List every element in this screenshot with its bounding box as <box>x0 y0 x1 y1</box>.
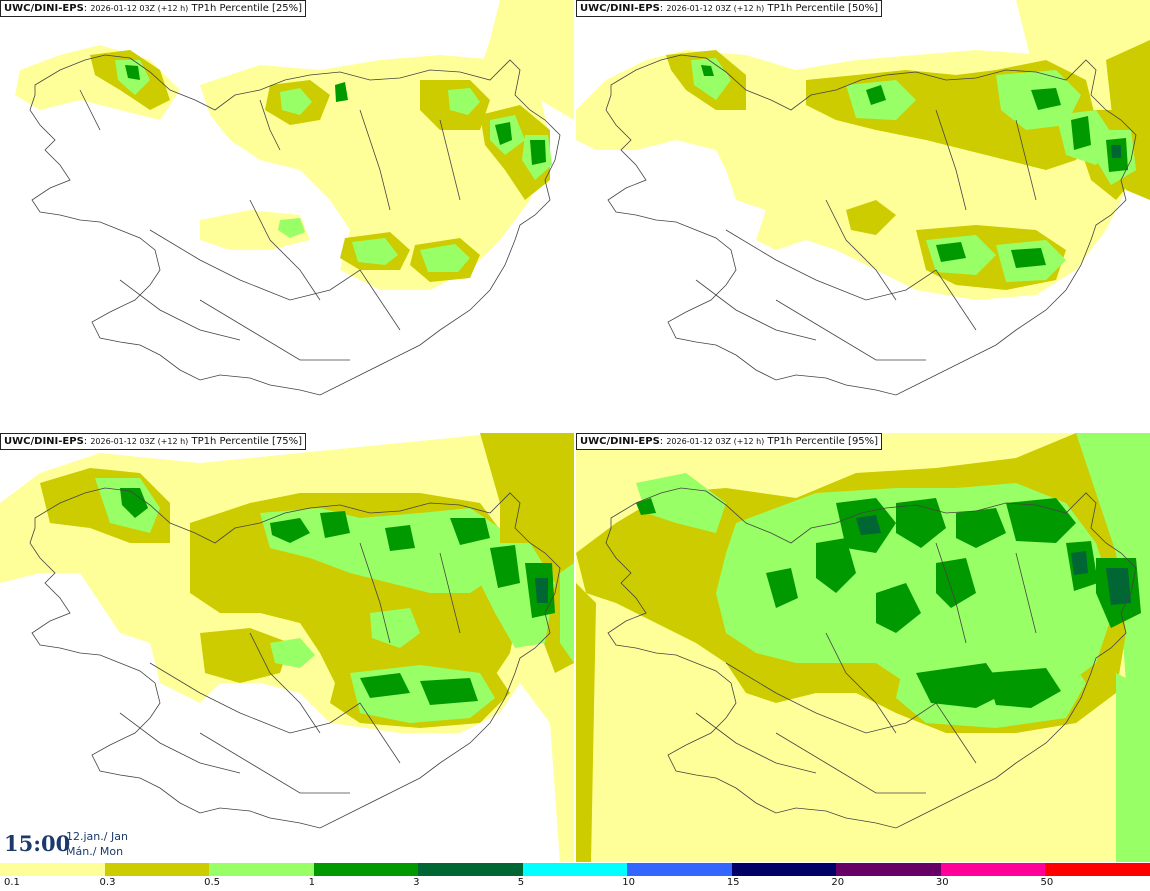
precip-map-p75 <box>0 433 574 863</box>
map-panel-p75: UWC/DINI-EPS: 2026-01-12 03Z (+12 h) TP1… <box>0 433 574 863</box>
legend-swatch <box>627 863 733 876</box>
field-name: TP1h Percentile <box>191 3 269 14</box>
field-name: TP1h Percentile <box>767 436 845 447</box>
valid-time: 15:00 <box>4 831 71 856</box>
run-time: 2026-01-12 03Z (+12 h) <box>90 437 189 446</box>
color-legend: 0.1 0.3 0.5 1 3 5 10 15 20 30 50 <box>0 862 1150 891</box>
map-panel-p50: UWC/DINI-EPS: 2026-01-12 03Z (+12 h) TP1… <box>576 0 1150 430</box>
panel-title: UWC/DINI-EPS: 2026-01-12 03Z (+12 h) TP1… <box>0 433 307 450</box>
field-name: TP1h Percentile <box>767 3 845 14</box>
coastline <box>605 54 1137 396</box>
percentile-label: [50%] <box>848 3 879 14</box>
percentile-label: [75%] <box>272 436 303 447</box>
map-panel-p25: UWC/DINI-EPS: 2026-01-12 03Z (+12 h) TP1… <box>0 0 574 430</box>
run-time: 2026-01-12 03Z (+12 h) <box>90 4 189 13</box>
precip-field <box>15 0 574 290</box>
model-source: UWC/DINI-EPS <box>580 3 660 14</box>
legend-tick-label: 50 <box>1040 877 1054 888</box>
legend-swatch <box>0 863 106 876</box>
model-source: UWC/DINI-EPS <box>580 436 660 447</box>
legend-swatch <box>836 863 942 876</box>
legend-tick-label: 0.3 <box>99 877 116 888</box>
precip-field <box>576 433 1150 863</box>
legend-swatch <box>418 863 524 876</box>
legend-tick-label: 15 <box>726 877 740 888</box>
precip-field <box>0 433 574 863</box>
panel-title: UWC/DINI-EPS: 2026-01-12 03Z (+12 h) TP1… <box>576 0 883 17</box>
precip-map-p50 <box>576 0 1150 396</box>
run-time: 2026-01-12 03Z (+12 h) <box>666 437 765 446</box>
legend-tick-label: 0.1 <box>4 877 20 888</box>
precip-map-p25 <box>15 0 574 396</box>
legend-swatch <box>313 863 419 876</box>
legend-swatch <box>940 863 1046 876</box>
legend-tick-label: 5 <box>517 877 525 888</box>
percentile-label: [25%] <box>272 3 303 14</box>
panel-title: UWC/DINI-EPS: 2026-01-12 03Z (+12 h) TP1… <box>0 0 307 17</box>
valid-time-box: 15:00 12.jan./ Jan Mán./ Mon <box>0 826 170 862</box>
field-name: TP1h Percentile <box>191 436 269 447</box>
precip-map-p95 <box>576 433 1150 863</box>
legend-swatch <box>1045 863 1150 876</box>
coastline <box>29 54 561 396</box>
run-time: 2026-01-12 03Z (+12 h) <box>666 4 765 13</box>
legend-swatch <box>209 863 315 876</box>
model-source: UWC/DINI-EPS <box>4 3 84 14</box>
percentile-label: [95%] <box>848 436 879 447</box>
coastline <box>29 487 561 829</box>
valid-date: 12.jan./ Jan <box>66 830 128 843</box>
legend-swatch <box>731 863 837 876</box>
valid-day: Mán./ Mon <box>66 845 124 858</box>
precip-field <box>576 0 1150 300</box>
legend-swatch <box>104 863 210 876</box>
legend-tick-label: 30 <box>935 877 949 888</box>
coastline <box>605 487 1137 829</box>
legend-tick-label: 0.5 <box>204 877 220 888</box>
legend-swatch <box>522 863 628 876</box>
legend-tick-label: 20 <box>831 877 845 888</box>
legend-tick-label: 1 <box>308 877 315 888</box>
legend-tick-label: 3 <box>413 877 420 888</box>
panel-title: UWC/DINI-EPS: 2026-01-12 03Z (+12 h) TP1… <box>576 433 883 450</box>
legend-tick-label: 10 <box>622 877 635 888</box>
map-panel-p95: UWC/DINI-EPS: 2026-01-12 03Z (+12 h) TP1… <box>576 433 1150 863</box>
model-source: UWC/DINI-EPS <box>4 436 84 447</box>
